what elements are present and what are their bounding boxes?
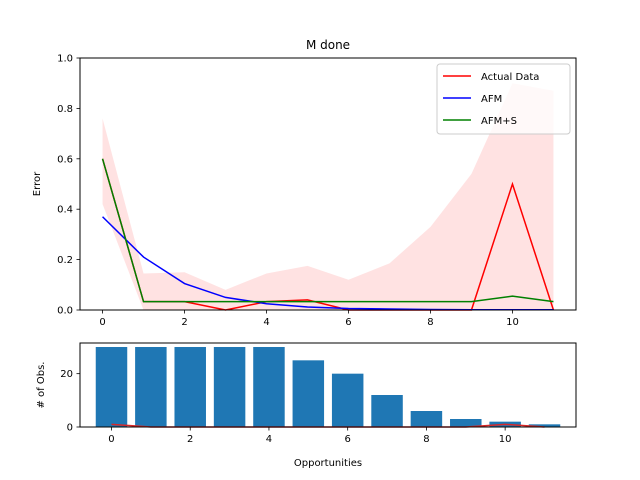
x-tick-label: 10: [506, 317, 519, 328]
obs-bar: [331, 373, 364, 427]
error-axis-label: Error: [32, 171, 43, 196]
y-tick-label: 0.8: [57, 104, 73, 115]
obs-bar: [253, 347, 285, 427]
x-tick-label: 8: [427, 317, 433, 328]
confidence-band: [102, 83, 554, 310]
y-tick-label: 0: [67, 423, 73, 434]
x-tick-label: 6: [345, 317, 351, 328]
x-tick-label: 2: [187, 434, 193, 445]
y-tick-label: 20: [60, 369, 73, 380]
x-tick-label: 0: [108, 434, 114, 445]
x-tick-label: 0: [99, 317, 105, 328]
legend: Actual Data AFM AFM+S: [436, 63, 571, 135]
y-tick-label: 0.0: [57, 306, 73, 317]
obs-bar: [410, 411, 443, 427]
y-tick-label: 0.6: [57, 154, 73, 165]
x-tick-label: 10: [499, 434, 512, 445]
chart-title: M done: [306, 38, 350, 52]
y-tick-label: 0.2: [57, 255, 73, 266]
obs-bar: [135, 347, 167, 427]
obs-bar: [450, 419, 482, 427]
observations-chart: # of Obs. Opportunities 0 2 4 6 8 10 0 20: [36, 342, 577, 469]
legend-label: Actual Data: [481, 72, 539, 83]
obs-bar: [174, 347, 206, 427]
opportunities-axis-label: Opportunities: [294, 458, 362, 469]
legend-label: AFM: [481, 94, 502, 105]
obs-bar: [371, 395, 403, 427]
obs-axis-label: # of Obs.: [36, 362, 47, 409]
y-tick-label: 0.4: [57, 205, 73, 216]
legend-box: [436, 63, 571, 135]
series-line-afm-s: [101, 158, 554, 303]
obs-plot-frame: [79, 342, 577, 428]
obs-bar: [528, 424, 561, 427]
obs-bar: [213, 347, 246, 427]
x-tick-label: 4: [263, 317, 269, 328]
x-tick-label: 8: [423, 434, 429, 445]
obs-bar: [95, 347, 128, 427]
legend-label: AFM+S: [481, 116, 517, 127]
y-tick-label: 1.0: [57, 54, 73, 65]
error-chart: M done Error 0 2 4 6 8 10 0.00.20.40.60.81.0 …: [32, 38, 577, 328]
x-tick-label: 2: [181, 317, 187, 328]
obs-bar: [292, 360, 325, 427]
x-tick-label: 4: [266, 434, 272, 445]
error-plot-frame: [79, 57, 577, 311]
x-tick-label: 6: [344, 434, 350, 445]
